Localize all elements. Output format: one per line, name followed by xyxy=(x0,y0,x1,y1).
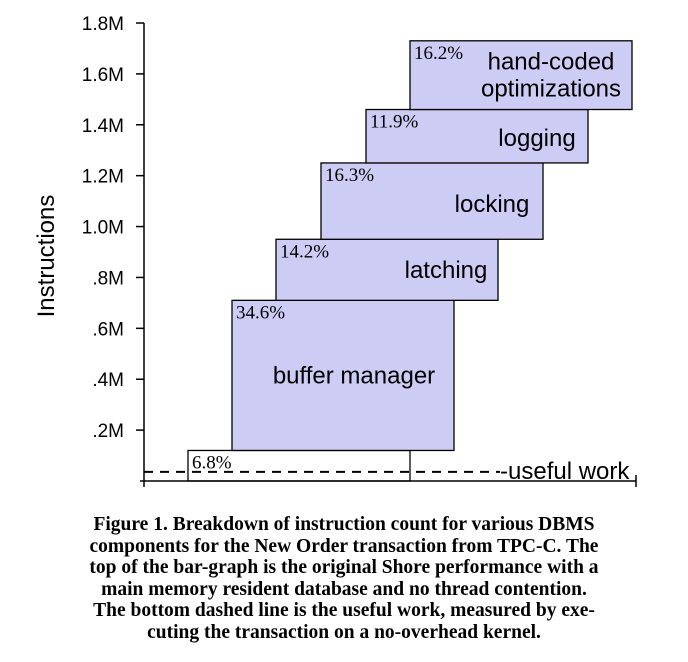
caption-line: main memory resident database and no thr… xyxy=(101,578,587,600)
segment-name-label: hand-coded optimizations xyxy=(481,49,621,103)
segment-percent-label: 6.8% xyxy=(192,452,232,473)
y-tick-label: .6M xyxy=(92,319,124,340)
figure-caption: Figure 1. Breakdown of instruction count… xyxy=(20,514,668,643)
segment-name-label: buffer manager xyxy=(273,362,435,389)
y-tick-label: .8M xyxy=(92,268,124,289)
caption-line: top of the bar-graph is the original Sho… xyxy=(89,557,599,578)
bar-segment-2 xyxy=(231,299,455,452)
y-axis-title: Instructions xyxy=(33,195,60,318)
y-tick-label: 1.8M xyxy=(82,14,124,35)
segment-percent-label: 11.9% xyxy=(370,112,419,133)
bar-segment-5 xyxy=(365,108,589,164)
bar-segment-4 xyxy=(320,162,544,240)
segment-labels: 6.8% 34.6% buffer manager 14.2% latching 16.3… xyxy=(192,43,630,485)
caption-line: Figure 1. Breakdown of instruction count… xyxy=(93,514,595,535)
segment-percent-label: 14.2% xyxy=(280,241,329,262)
axes: .2M .4M .6M .8M 1.0M 1.2M 1.4M 1.6M 1.8M xyxy=(82,14,637,487)
bar-segments xyxy=(187,40,633,482)
y-tick-label: 1.6M xyxy=(82,65,124,86)
bar-segment-1 xyxy=(187,449,411,482)
useful-work-label: -useful work xyxy=(500,458,630,485)
caption-line: The bottom dashed line is the useful wor… xyxy=(93,600,595,621)
caption-line: cuting the transaction on a no-overhead … xyxy=(147,621,541,643)
bar-segment-6 xyxy=(409,40,633,111)
segment-name-label: locking xyxy=(455,191,530,218)
segment-name-label: logging xyxy=(498,125,575,152)
caption-line: components for the New Order transaction… xyxy=(89,535,599,557)
y-tick-label: .2M xyxy=(92,421,124,442)
y-tick-label: 1.2M xyxy=(82,167,124,188)
instruction-breakdown-chart: .2M .4M .6M .8M 1.0M 1.2M 1.4M 1.6M 1.8M 6.8% 34.… xyxy=(33,14,637,487)
y-tick-label: 1.0M xyxy=(82,218,124,239)
segment-percent-label: 16.3% xyxy=(325,165,374,186)
y-tick-label: .4M xyxy=(92,370,124,391)
y-tick-label: 1.4M xyxy=(82,116,124,137)
segment-percent-label: 34.6% xyxy=(236,302,285,323)
segment-percent-label: 16.2% xyxy=(414,43,463,64)
segment-name-label: latching xyxy=(405,257,488,284)
